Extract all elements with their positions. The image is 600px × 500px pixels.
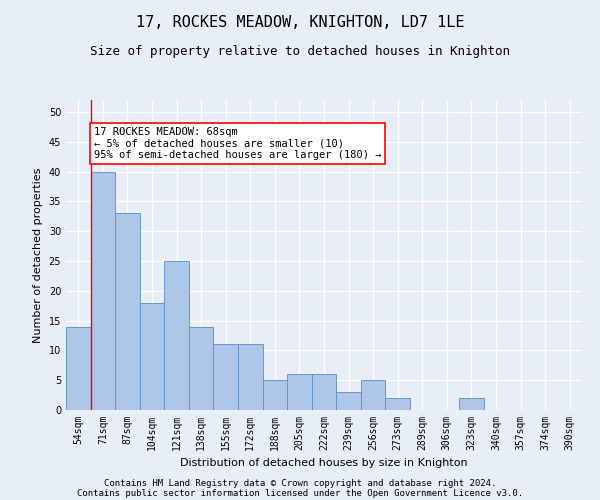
- Bar: [115, 214, 140, 410]
- Text: Size of property relative to detached houses in Knighton: Size of property relative to detached ho…: [90, 45, 510, 58]
- Bar: [459, 398, 484, 410]
- Bar: [214, 344, 238, 410]
- Bar: [91, 172, 115, 410]
- Text: Contains HM Land Registry data © Crown copyright and database right 2024.: Contains HM Land Registry data © Crown c…: [104, 478, 496, 488]
- Bar: [336, 392, 361, 410]
- Bar: [385, 398, 410, 410]
- Bar: [263, 380, 287, 410]
- Bar: [140, 302, 164, 410]
- Text: Contains public sector information licensed under the Open Government Licence v3: Contains public sector information licen…: [77, 488, 523, 498]
- Bar: [189, 326, 214, 410]
- X-axis label: Distribution of detached houses by size in Knighton: Distribution of detached houses by size …: [180, 458, 468, 468]
- Bar: [164, 261, 189, 410]
- Bar: [361, 380, 385, 410]
- Bar: [66, 326, 91, 410]
- Bar: [238, 344, 263, 410]
- Bar: [287, 374, 312, 410]
- Text: 17 ROCKES MEADOW: 68sqm
← 5% of detached houses are smaller (10)
95% of semi-det: 17 ROCKES MEADOW: 68sqm ← 5% of detached…: [94, 127, 381, 160]
- Y-axis label: Number of detached properties: Number of detached properties: [33, 168, 43, 342]
- Bar: [312, 374, 336, 410]
- Text: 17, ROCKES MEADOW, KNIGHTON, LD7 1LE: 17, ROCKES MEADOW, KNIGHTON, LD7 1LE: [136, 15, 464, 30]
